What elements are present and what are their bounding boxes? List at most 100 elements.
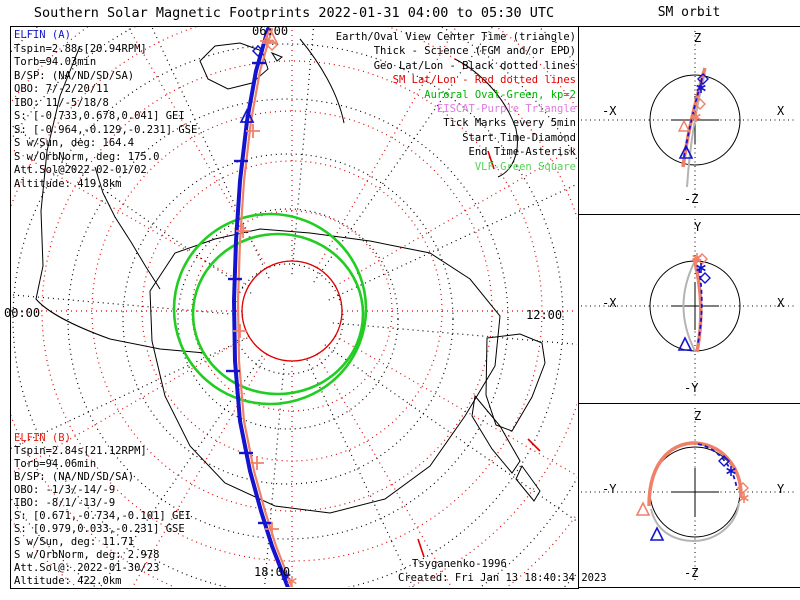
cross-marker (250, 456, 264, 470)
legend-item: Auroral Oval-Green, kp=2 (424, 88, 576, 101)
cross-marker (265, 522, 279, 536)
ELFIN-A magnetic footprint (232, 27, 290, 587)
elfin-b-line: Tspin=2.84s[21.12RPM] (14, 445, 147, 457)
asterisk-marker (287, 576, 297, 586)
sm-red-solid-ticks (417, 150, 541, 558)
coast-nz-2 (515, 465, 541, 502)
elfin-b-line: S w/Sun, deg: 11.71 (14, 536, 135, 548)
coast-top-right-1 (299, 38, 345, 124)
sm-orbit-panel-xz (581, 31, 797, 209)
asterisk-marker (691, 112, 701, 122)
ELFIN-B magnetic footprint (236, 27, 293, 587)
elfin-b-line: Att.Sol@: 2022-01-30/23 (14, 562, 160, 574)
asterisk-marker (696, 263, 706, 273)
axis-label: -X (602, 296, 617, 310)
elfin-b-line: Altitude: 422.0km (14, 575, 122, 587)
elfin-a-line: Tspin=2.88s[20.94RPM] (14, 42, 147, 55)
sm-orbit-panel-yz (581, 408, 797, 583)
diamond-marker (251, 44, 265, 58)
panel-divider-1 (578, 214, 800, 215)
elfin-b-line: IBO: -8/1/-13/-9 (14, 497, 116, 509)
dial-label-0000: 00:00 (4, 306, 41, 320)
axis-label: -Y (602, 482, 617, 496)
diamond-marker (696, 253, 708, 265)
legend-item: Thick - Science (FGM and/or EPD) (373, 45, 576, 58)
sm-graticule-red-dotted (11, 27, 577, 587)
asterisk-marker (696, 83, 706, 93)
axis-label: Z (694, 31, 702, 45)
dial-label-0600: 06:00 (252, 24, 289, 38)
elfin-a-line: S w/Sun, deg: 164.4 (14, 137, 135, 149)
axis-label: Y (777, 482, 785, 496)
elfin-b-line: B/SP: (NA/ND/SD/SA) (14, 471, 135, 483)
elfin-a-title: ELFIN (A) (14, 29, 71, 41)
geo-graticule-black-dotted (11, 27, 577, 587)
diamond-marker (737, 482, 749, 494)
panel-divider-bottom (578, 587, 800, 588)
coast-nz-1 (471, 394, 521, 474)
track-tickmarks-and-symbols (226, 27, 297, 586)
axis-label: -X (602, 104, 617, 118)
elfin-a-line: S w/OrbNorm, deg: 175.0 (14, 150, 160, 163)
sm-lat-circle-solid (241, 260, 343, 362)
legend-item: Start Time-Diamond (462, 131, 576, 144)
coast-antarctic-peninsula (94, 166, 161, 290)
legend-item: Earth/Oval View Center Time (triangle) (335, 31, 576, 43)
legend-item: VLF-Green Square (474, 160, 576, 173)
orbit-gray (682, 260, 696, 352)
created-timestamp: Created: Fri Jan 13 18:40:34 2023 (398, 572, 607, 584)
coast-right-mid (485, 333, 546, 432)
sm-orbit-title: SM orbit (657, 5, 721, 20)
cross-marker (233, 324, 247, 338)
orbit-a-blue (683, 74, 704, 158)
panel-divider-2 (578, 403, 800, 404)
elfin-a-line: OBO: 7/-2/20/11 (14, 83, 109, 95)
elfin-a-line: Torb=94.03min (14, 56, 97, 68)
axis-label: -Y (684, 381, 699, 395)
legend-item: Geo Lat/Lon - Black dotted lines (373, 59, 576, 72)
sm-orbit-panel-xy (581, 219, 797, 398)
orbit-b-salmon (647, 441, 743, 507)
coast-antarctica (149, 228, 501, 514)
elfin-b-line: S: [0.979,0.033,-0.231] GSE (14, 523, 185, 535)
asterisk-marker (739, 493, 749, 503)
dial-label-1200: 12:00 (526, 308, 563, 322)
orbit-gray (686, 72, 706, 188)
dial-label-1800: 18:00 (254, 565, 291, 579)
footprint-tracks (232, 27, 293, 587)
legend-item: Tick Marks every 5min (443, 117, 576, 130)
coast-top-right-2 (454, 58, 518, 178)
elfin-b-title: ELFIN (B) (14, 432, 71, 444)
coast-tierra-del-fuego (199, 42, 269, 90)
diamond-marker (694, 98, 706, 110)
diamond-marker (265, 38, 279, 52)
axis-label: Y (694, 220, 702, 234)
page-title: Southern Solar Magnetic Footprints 2022-… (33, 5, 555, 21)
map-legend: Earth/Oval View Center Time (triangle) T… (336, 30, 576, 174)
axis-label: -Z (684, 192, 699, 206)
triangle-marker (678, 144, 694, 159)
elfin-b-info: ELFIN (B) Tspin=2.84s[21.12RPM] Torb=94.… (14, 432, 191, 588)
legend-item: SM Lat/Lon - Red dotted lines (392, 74, 576, 87)
orbit-a-blue (697, 268, 703, 344)
diamond-marker (718, 455, 730, 467)
legend-item: End Time-Asterisk (468, 146, 576, 159)
diamond-marker (697, 73, 709, 85)
elfin-a-line: Att.Sol@2022-02-01/02 (14, 164, 147, 176)
elfin-a-info: ELFIN (A) Tspin=2.88s[20.94RPM] Torb=94.… (14, 29, 197, 191)
coast-small-island (270, 51, 283, 62)
triangle-marker (649, 526, 665, 541)
polar-map (11, 27, 577, 587)
cross-marker (236, 224, 250, 238)
diamond-marker (699, 272, 711, 284)
elfin-b-line: Torb=94.06min (14, 458, 97, 470)
auroral-oval-outer (172, 212, 368, 406)
panel-divider-vertical (578, 26, 579, 588)
coastlines (35, 38, 546, 514)
panel-divider-top (578, 26, 800, 27)
elfin-b-line: S w/OrbNorm, deg: 2.978 (14, 549, 160, 561)
elfin-a-line: S: [-0.964,-0.129,-0.231] GSE (14, 123, 198, 136)
triangle-marker (677, 336, 693, 351)
elfin-a-line: B/SP: (NA/ND/SD/SA) (14, 69, 135, 82)
